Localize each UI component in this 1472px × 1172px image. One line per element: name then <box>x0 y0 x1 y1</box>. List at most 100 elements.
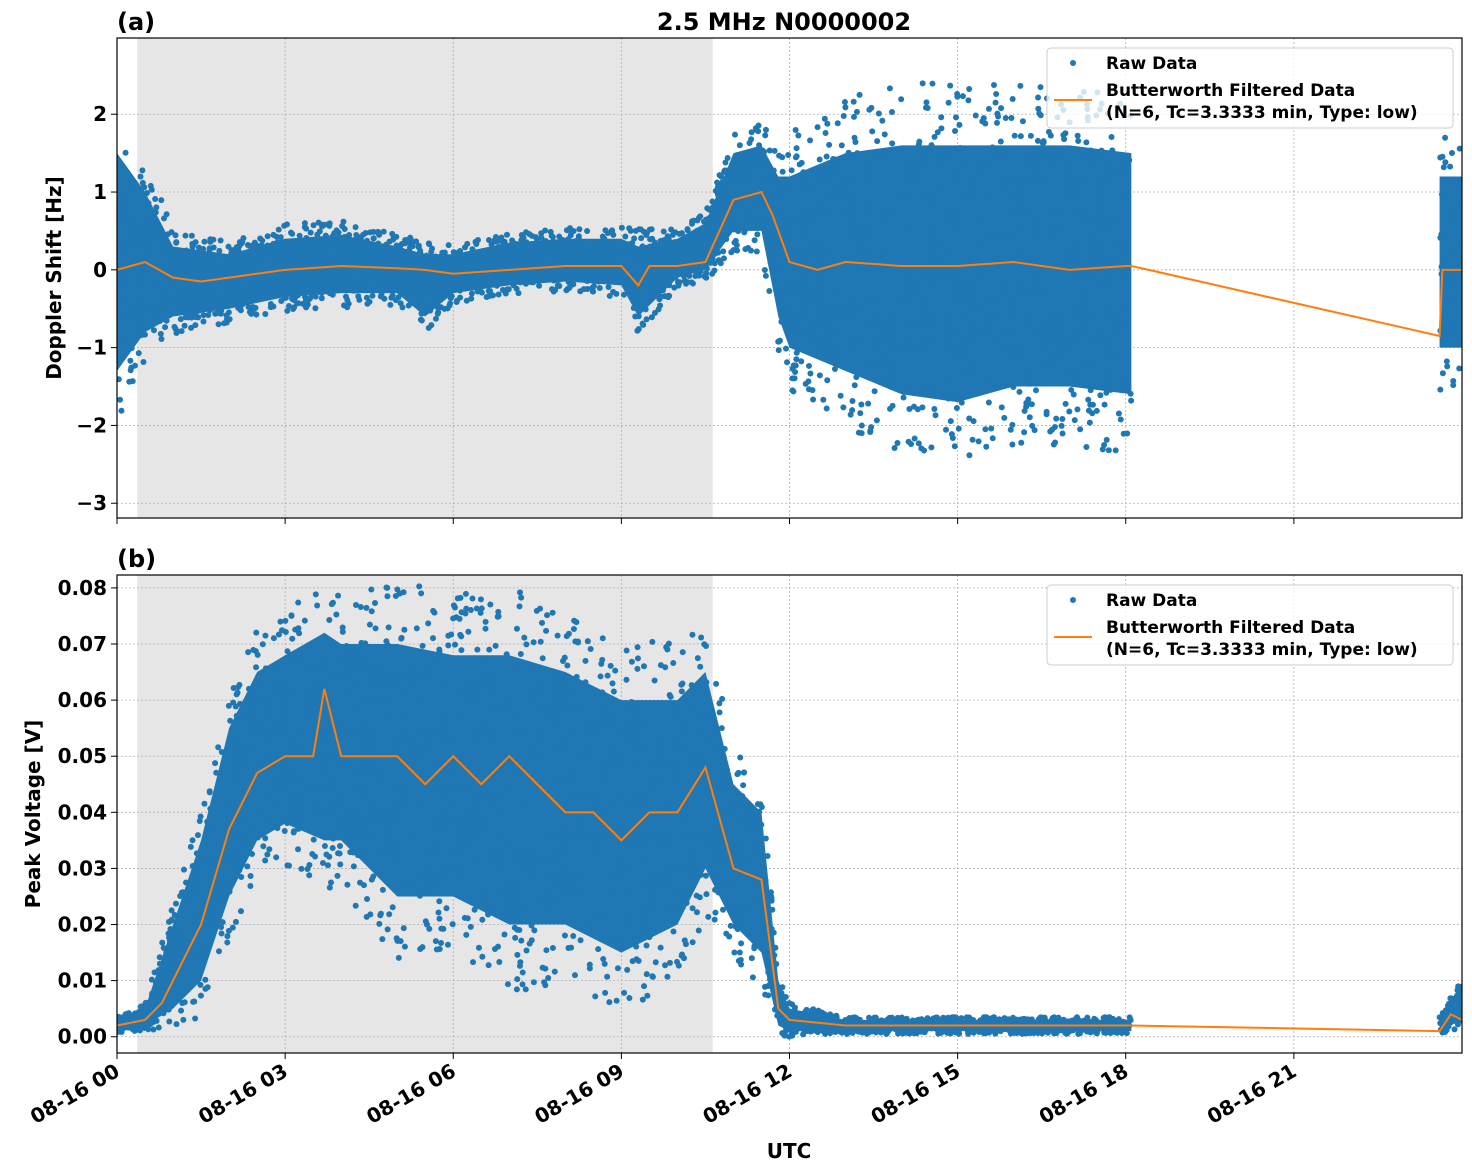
raw-data-point <box>321 663 328 670</box>
raw-data-point <box>818 295 825 302</box>
raw-data-point <box>1092 235 1099 242</box>
raw-data-point <box>643 942 650 949</box>
raw-data-point <box>425 861 432 868</box>
raw-data-point <box>154 995 161 1002</box>
raw-data-point <box>649 638 656 645</box>
raw-data-point <box>817 345 824 352</box>
raw-data-point <box>587 251 594 258</box>
raw-data-point <box>776 152 783 159</box>
raw-data-point <box>1456 365 1462 372</box>
raw-data-point <box>326 853 333 860</box>
raw-data-point <box>1103 389 1110 396</box>
raw-data-point <box>572 851 579 858</box>
raw-data-point <box>661 765 668 772</box>
raw-data-point <box>821 115 828 122</box>
raw-data-point <box>469 246 476 253</box>
raw-data-point <box>465 840 472 847</box>
raw-data-point <box>885 221 892 228</box>
raw-data-point <box>164 231 171 238</box>
raw-data-point <box>326 222 333 229</box>
raw-data-point <box>872 1014 879 1021</box>
raw-data-point <box>891 444 898 451</box>
raw-data-point <box>676 279 683 286</box>
raw-data-point <box>397 938 404 945</box>
raw-data-point <box>337 659 344 666</box>
raw-data-point <box>738 940 745 947</box>
raw-data-point <box>345 644 352 651</box>
raw-data-point <box>1447 163 1454 170</box>
raw-data-point <box>787 1026 794 1033</box>
raw-data-point <box>395 954 402 961</box>
raw-data-point <box>959 370 966 377</box>
raw-data-point <box>318 221 325 228</box>
raw-data-point <box>1107 324 1114 331</box>
raw-data-point <box>637 829 644 836</box>
raw-data-point <box>639 320 646 327</box>
raw-data-point <box>262 248 269 255</box>
raw-data-point <box>218 297 225 304</box>
raw-data-point <box>289 635 296 642</box>
raw-data-point <box>548 834 555 841</box>
raw-data-point <box>1017 82 1024 89</box>
raw-data-point <box>906 337 913 344</box>
raw-data-point <box>742 858 749 865</box>
raw-data-point <box>954 396 961 403</box>
raw-data-point <box>755 128 762 135</box>
raw-data-point <box>536 282 543 289</box>
raw-data-point <box>853 108 860 115</box>
raw-data-point <box>455 714 462 721</box>
raw-data-point <box>1050 149 1057 156</box>
raw-data-point <box>501 931 508 938</box>
raw-data-point <box>499 248 506 255</box>
raw-data-point <box>888 109 895 116</box>
raw-data-point <box>268 250 275 257</box>
raw-data-point <box>376 667 383 674</box>
raw-data-point <box>236 867 243 874</box>
raw-data-point <box>145 1026 152 1033</box>
raw-data-point <box>466 808 473 815</box>
raw-data-point <box>1087 314 1094 321</box>
raw-data-point <box>975 329 982 336</box>
raw-data-point <box>726 880 733 887</box>
raw-data-point <box>539 655 546 662</box>
raw-data-point <box>444 941 451 948</box>
panel-label-b: (b) <box>117 545 156 573</box>
raw-data-point <box>369 256 376 263</box>
raw-data-point <box>391 251 398 258</box>
raw-data-point <box>122 211 129 218</box>
raw-data-point <box>559 672 566 679</box>
raw-data-point <box>504 904 511 911</box>
raw-data-point <box>1079 329 1086 336</box>
raw-data-point <box>580 822 587 829</box>
raw-data-point <box>629 716 636 723</box>
raw-data-point <box>267 736 274 743</box>
raw-data-point <box>1030 254 1037 261</box>
raw-data-point <box>1099 224 1106 231</box>
raw-data-point <box>1047 428 1054 435</box>
raw-data-point <box>949 350 956 357</box>
raw-data-point <box>1050 441 1057 448</box>
raw-data-point <box>193 850 200 857</box>
raw-data-point <box>844 1030 851 1037</box>
raw-data-point <box>371 763 378 770</box>
raw-data-point <box>804 1028 811 1035</box>
raw-data-point <box>698 634 705 641</box>
raw-data-point <box>666 266 673 273</box>
raw-data-point <box>977 268 984 275</box>
raw-data-point <box>816 372 823 379</box>
raw-data-point <box>207 907 214 914</box>
raw-data-point <box>782 183 789 190</box>
raw-data-point <box>614 965 621 972</box>
raw-data-point <box>611 248 618 255</box>
raw-data-point <box>669 868 676 875</box>
raw-data-point <box>697 268 704 275</box>
raw-data-point <box>551 968 558 975</box>
raw-data-point <box>178 1007 185 1014</box>
raw-data-point <box>350 863 357 870</box>
raw-data-point <box>420 283 427 290</box>
raw-data-point <box>252 245 259 252</box>
raw-data-point <box>126 308 133 315</box>
raw-data-point <box>634 655 641 662</box>
raw-data-point <box>929 236 936 243</box>
raw-data-point <box>409 883 416 890</box>
